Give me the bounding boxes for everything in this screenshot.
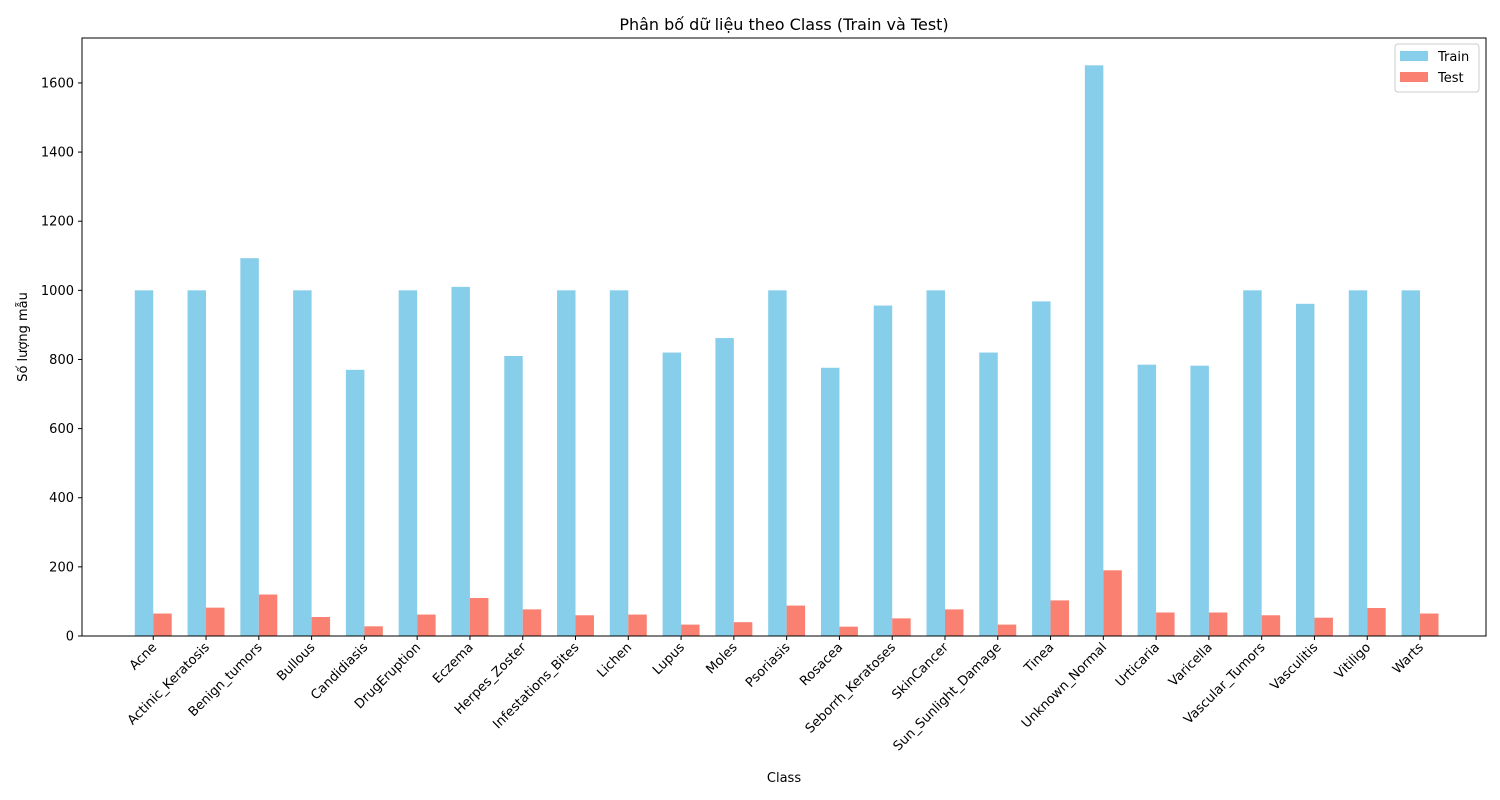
bar-train-rosacea <box>820 367 840 636</box>
x-tick-label: Warts <box>1390 640 1427 677</box>
legend-swatch-train <box>1400 51 1428 61</box>
x-tick-label: Sun_Sunlight_Damage <box>891 640 1005 754</box>
bar-train-herpes_zoster <box>504 356 523 636</box>
y-tick-label: 1400 <box>41 146 74 161</box>
x-tick-label: Varicella <box>1166 640 1216 690</box>
chart-title: Phân bố dữ liệu theo Class (Train và Tes… <box>619 15 948 34</box>
bar-test-herpes_zoster <box>522 609 542 636</box>
bar-test-vitiligo <box>1367 608 1386 636</box>
bar-test-benign_tumors <box>258 594 278 636</box>
bar-train-vascular_tumors <box>1243 290 1262 636</box>
x-tick-label: Lupus <box>650 640 688 678</box>
bar-train-moles <box>715 338 734 636</box>
x-tick-label: Bullous <box>274 640 318 684</box>
bar-test-seborrh_keratoses <box>892 618 911 636</box>
bar-test-varicella <box>1208 612 1228 636</box>
x-tick-label: Urticaria <box>1113 640 1163 690</box>
bar-train-tinea <box>1032 301 1051 636</box>
bar-test-acne <box>153 613 172 636</box>
bar-train-vitiligo <box>1348 290 1368 636</box>
y-tick-label: 0 <box>66 630 74 645</box>
bar-train-actinic_keratosis <box>187 290 207 636</box>
y-tick-label: 400 <box>49 491 74 506</box>
bar-train-drugeruption <box>398 290 418 636</box>
bar-test-psoriasis <box>786 605 806 636</box>
axes-frame <box>81 37 1487 637</box>
bar-test-sun_sunlight_damage <box>997 624 1017 636</box>
bar-test-warts <box>1420 613 1439 636</box>
bar-train-unknown_normal <box>1084 65 1104 637</box>
bar-test-actinic_keratosis <box>206 607 225 636</box>
bar-train-lichen <box>609 290 629 636</box>
legend-label-test: Test <box>1437 71 1464 86</box>
y-tick-label: 200 <box>49 560 74 575</box>
y-tick-label: 600 <box>49 422 74 437</box>
bar-test-vasculitis <box>1314 617 1333 636</box>
bar-test-tinea <box>1050 600 1070 636</box>
bar-train-psoriasis <box>768 290 787 636</box>
bar-test-bullous <box>311 616 331 636</box>
bar-train-seborrh_keratoses <box>873 305 893 636</box>
y-axis-label: Số lượng mẫu <box>16 292 31 382</box>
x-tick-label: Psoriasis <box>743 640 794 691</box>
plot-area <box>134 65 1439 637</box>
bar-test-infestations_bites <box>575 615 594 636</box>
legend-swatch-test <box>1400 72 1428 82</box>
bar-test-candidiasis <box>364 626 383 636</box>
bar-train-infestations_bites <box>557 290 576 636</box>
x-tick-label: Moles <box>704 640 741 677</box>
bar-train-eczema <box>451 286 470 636</box>
bar-train-bullous <box>293 290 312 636</box>
x-tick-label: Rosacea <box>797 640 846 689</box>
bar-test-unknown_normal <box>1103 570 1122 636</box>
bar-train-candidiasis <box>345 369 365 636</box>
bar-train-skincancer <box>926 290 945 636</box>
bar-train-sun_sunlight_damage <box>979 352 998 636</box>
bar-train-vasculitis <box>1295 303 1315 636</box>
bar-test-rosacea <box>839 626 858 636</box>
bar-test-eczema <box>469 597 489 636</box>
bar-train-benign_tumors <box>240 258 259 636</box>
y-tick-label: 1000 <box>41 284 74 299</box>
y-tick-label: 800 <box>49 353 74 368</box>
x-tick-label: Lichen <box>594 640 635 681</box>
y-axis: 0 200 400 600 800 1000 1200 1400 1600 <box>41 76 82 645</box>
bar-test-vascular_tumors <box>1261 615 1281 636</box>
legend: Train Test <box>1394 43 1480 93</box>
x-tick-label: Seborrh_Keratoses <box>803 640 899 736</box>
bar-train-acne <box>134 290 154 636</box>
x-axis-label: Class <box>767 771 801 786</box>
bar-test-moles <box>733 622 753 636</box>
bar-train-varicella <box>1190 365 1209 636</box>
x-tick-label: Vitiligo <box>1332 640 1374 682</box>
bar-train-urticaria <box>1137 364 1157 636</box>
bar-test-lupus <box>681 624 700 636</box>
legend-label-train: Train <box>1437 50 1469 65</box>
y-tick-label: 1200 <box>41 215 74 230</box>
x-tick-label: Eczema <box>430 640 477 687</box>
bar-train-lupus <box>662 352 682 636</box>
x-tick-label: Acne <box>127 640 160 673</box>
bar-test-urticaria <box>1156 612 1175 636</box>
bar-test-skincancer <box>944 609 964 636</box>
bar-test-lichen <box>628 614 647 636</box>
x-tick-label: Vasculitis <box>1268 640 1322 694</box>
y-tick-label: 1600 <box>41 76 74 91</box>
x-tick-label: Tinea <box>1021 640 1057 676</box>
bar-train-warts <box>1401 290 1421 636</box>
bar-test-drugeruption <box>417 614 436 636</box>
